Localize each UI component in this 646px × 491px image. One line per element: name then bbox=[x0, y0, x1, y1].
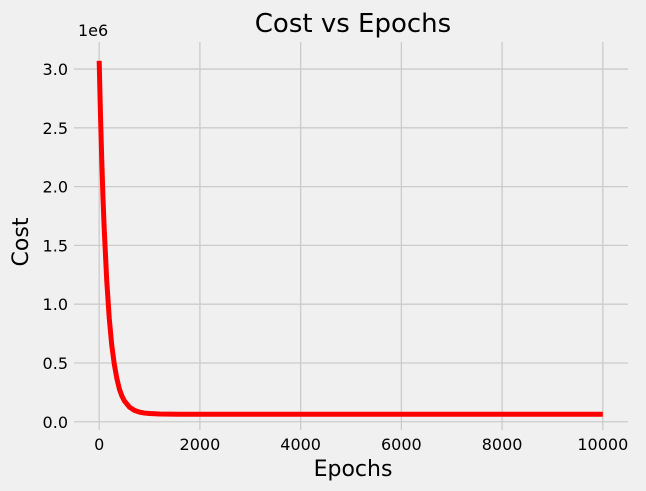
x-tick-label: 6000 bbox=[381, 435, 422, 454]
y-tick-label: 3.0 bbox=[43, 60, 68, 79]
x-axis-label: Epochs bbox=[314, 457, 393, 482]
grid bbox=[74, 42, 628, 430]
tick-labels: 0 2000 4000 6000 8000 10000 0.0 0.5 1.0 1.5 2.0 2.5… bbox=[43, 60, 629, 454]
y-offset-label: 1e6 bbox=[78, 21, 108, 40]
y-axis-label: Cost bbox=[9, 217, 34, 266]
x-tick-label: 8000 bbox=[482, 435, 523, 454]
y-tick-label: 1.0 bbox=[43, 295, 68, 314]
y-tick-label: 0.5 bbox=[43, 354, 68, 373]
y-tick-label: 0.0 bbox=[43, 413, 68, 432]
x-tick-label: 0 bbox=[94, 435, 104, 454]
y-tick-label: 2.0 bbox=[43, 178, 68, 197]
x-tick-label: 2000 bbox=[180, 435, 221, 454]
x-tick-label: 4000 bbox=[280, 435, 321, 454]
x-tick-label: 10000 bbox=[577, 435, 628, 454]
y-tick-label: 1.5 bbox=[43, 236, 68, 255]
series-line bbox=[96, 60, 603, 417]
y-tick-label: 2.5 bbox=[43, 119, 68, 138]
chart-title: Cost vs Epochs bbox=[255, 9, 451, 39]
